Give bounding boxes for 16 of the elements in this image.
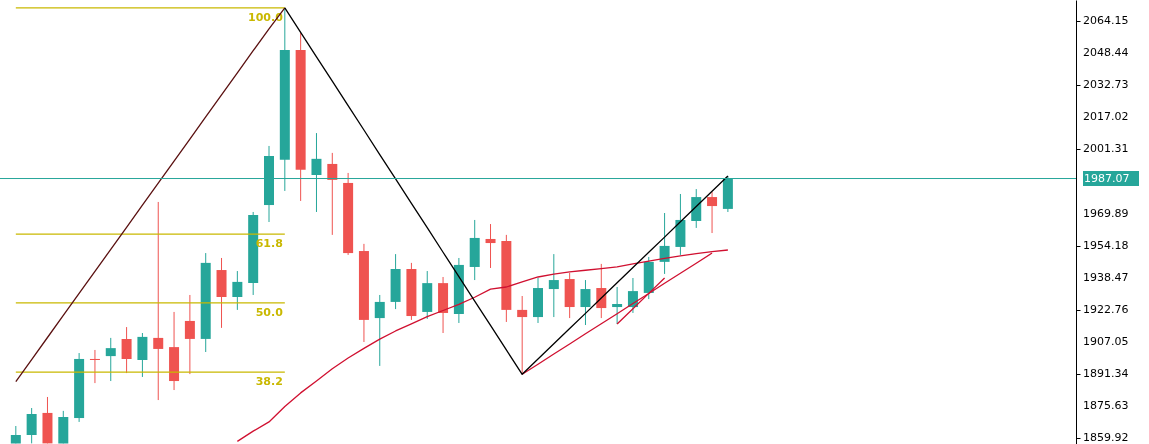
y-tick-label: 2032.73 (1083, 78, 1129, 92)
y-tick-label: 1875.63 (1083, 399, 1129, 413)
y-tick-label: 1859.92 (1083, 431, 1129, 444)
y-tick-label: 2048.44 (1083, 46, 1129, 60)
y-tick-label: 1969.89 (1083, 206, 1129, 220)
y-tick-label: 1954.18 (1083, 238, 1129, 252)
series-label: 50.0 (255, 305, 284, 319)
y-tick-label: 1891.34 (1083, 367, 1129, 381)
y-tick-label: 2017.02 (1083, 110, 1129, 124)
y-tick-label: 2001.31 (1083, 142, 1129, 156)
y-tick-label: 1922.76 (1083, 302, 1129, 316)
series-label: 38.2 (255, 375, 283, 389)
y-tick-label: 1938.47 (1083, 270, 1129, 284)
y-tick-label: 1907.05 (1083, 335, 1129, 349)
ref-line-label: 1987.07 (1084, 171, 1130, 185)
y-tick-label: 2064.15 (1083, 13, 1129, 27)
